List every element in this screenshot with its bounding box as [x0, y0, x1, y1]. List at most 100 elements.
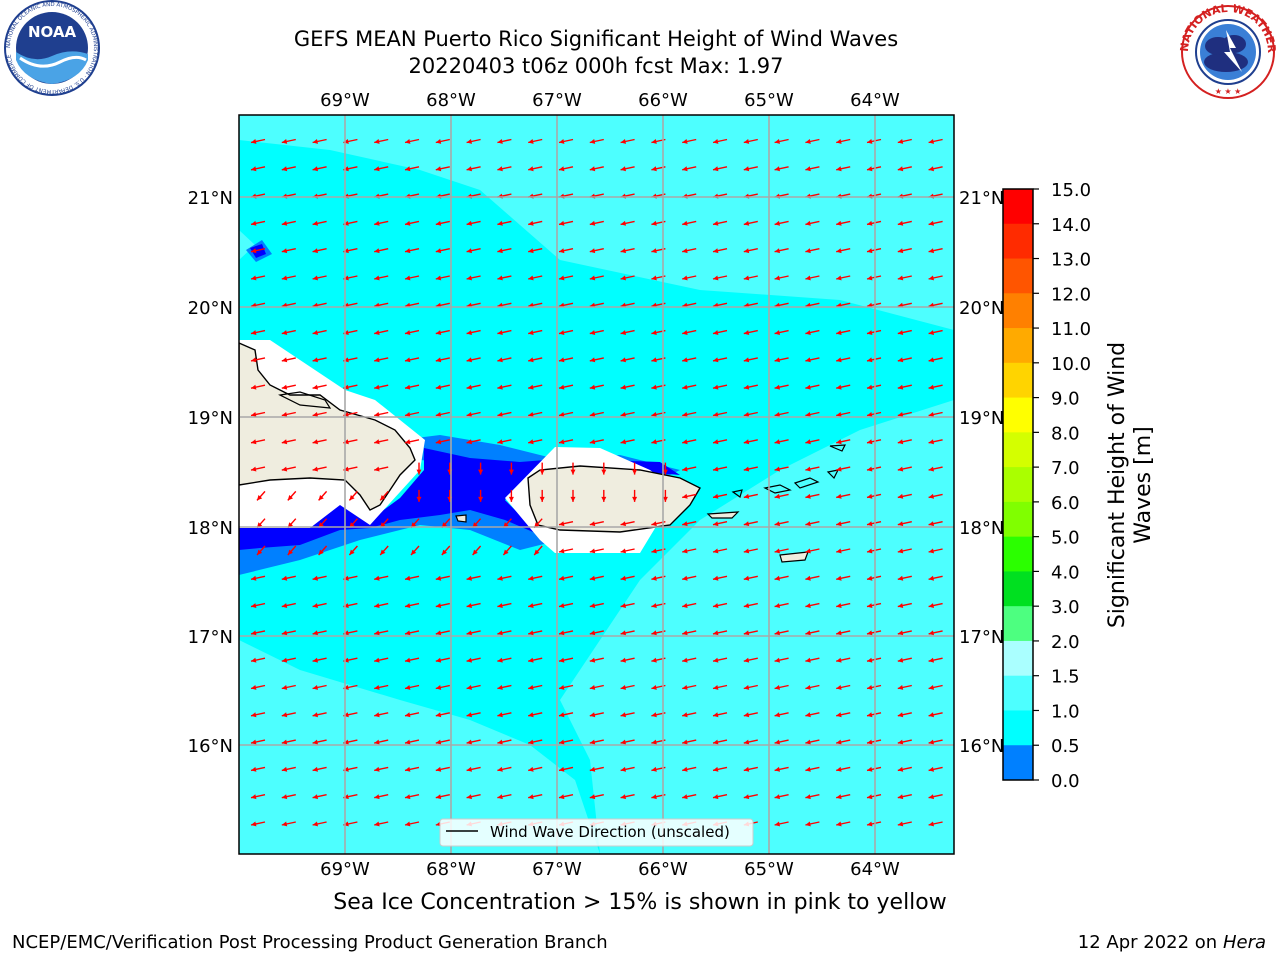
wind-arrow	[805, 684, 820, 690]
wind-arrow	[281, 630, 296, 636]
wind-arrow	[866, 220, 882, 226]
wind-arrow	[928, 357, 943, 363]
wind-arrow	[897, 248, 912, 254]
wind-arrow	[374, 248, 389, 254]
wind-arrow	[466, 384, 481, 390]
wind-arrow	[620, 657, 635, 663]
wind-arrow	[682, 220, 697, 226]
legend-label: Wind Wave Direction (unscaled)	[490, 823, 730, 841]
wind-arrow	[682, 521, 697, 527]
wind-arrow	[281, 220, 296, 226]
wind-arrow	[743, 794, 758, 800]
wind-arrow	[928, 548, 943, 554]
wind-arrow	[897, 766, 912, 772]
wind-arrow	[836, 684, 851, 690]
wind-arrow	[379, 490, 389, 501]
map-legend: Wind Wave Direction (unscaled)	[439, 818, 754, 847]
wind-arrow	[632, 489, 638, 502]
lon-label-bottom: 69°W	[320, 859, 370, 880]
wind-arrow	[712, 521, 728, 527]
wind-arrow	[774, 357, 789, 363]
wind-arrow	[682, 575, 697, 581]
wind-arrow	[836, 275, 851, 281]
wind-arrow	[805, 794, 820, 800]
wind-arrow	[250, 739, 266, 745]
wind-arrow	[866, 548, 882, 554]
wind-arrow	[928, 739, 943, 745]
wind-arrow	[287, 490, 297, 501]
wind-arrow	[374, 466, 389, 472]
lon-label-top: 65°W	[744, 90, 794, 111]
wind-arrow	[774, 521, 789, 527]
land-hispaniola	[239, 342, 416, 511]
wind-arrow	[281, 138, 296, 144]
wind-arrow	[374, 166, 389, 172]
wind-arrow	[866, 657, 882, 663]
wind-arrow	[250, 684, 266, 690]
colorbar-tick-label: 12.0	[1051, 284, 1091, 305]
wind-arrow	[743, 166, 758, 172]
colorbar-tick-label: 14.0	[1051, 215, 1091, 236]
wind-arrow	[743, 357, 758, 363]
wind-arrow	[312, 739, 327, 745]
wind-arrow	[508, 462, 514, 475]
wind-arrow	[312, 220, 327, 226]
wind-arrow	[712, 329, 728, 335]
wind-arrow	[897, 821, 912, 827]
wind-arrow	[312, 821, 327, 827]
wind-arrow	[404, 384, 420, 390]
wind-arrow	[478, 462, 484, 475]
colorbar-segment	[1003, 467, 1033, 503]
wind-arrow	[866, 821, 882, 827]
wind-arrow	[281, 275, 296, 281]
wind-arrow	[866, 766, 882, 772]
wind-arrow	[682, 466, 697, 472]
wind-arrow	[774, 548, 789, 554]
wind-arrow	[466, 766, 481, 772]
colorbar-segment	[1003, 432, 1033, 468]
wind-arrow	[682, 357, 697, 363]
wind-arrow	[312, 166, 327, 172]
wind-arrow	[928, 794, 943, 800]
wind-arrow	[312, 794, 327, 800]
wind-arrow	[682, 630, 697, 636]
wind-arrow	[589, 384, 604, 390]
wind-arrow	[712, 657, 728, 663]
noaa-logo: NOAA NATIONAL OCEANIC AND ATMOSPHERIC AD…	[4, 0, 100, 96]
colorbar-tick-label: 7.0	[1051, 458, 1080, 479]
wind-arrow	[836, 575, 851, 581]
wind-arrow	[774, 575, 789, 581]
wind-arrow	[466, 411, 481, 417]
wind-arrow	[743, 602, 758, 608]
wind-arrow	[435, 575, 450, 581]
wind-arrow	[743, 630, 758, 636]
wind-arrow	[928, 411, 943, 417]
wind-arrow	[836, 548, 851, 554]
wind-arrow	[472, 545, 482, 556]
wind-arrow	[435, 602, 450, 608]
wind-arrow	[466, 248, 481, 254]
wind-arrow	[928, 602, 943, 608]
wind-arrow	[250, 220, 266, 226]
wind-arrow	[682, 493, 697, 499]
wind-arrow	[435, 329, 450, 335]
wind-arrow	[558, 166, 574, 172]
wind-arrow	[528, 684, 543, 690]
wind-arrow	[312, 248, 327, 254]
wind-arrow	[805, 602, 820, 608]
wind-arrow	[928, 275, 943, 281]
wind-arrow	[805, 248, 820, 254]
colorbar-segment	[1003, 571, 1033, 607]
wind-arrow	[712, 766, 728, 772]
wind-arrow	[558, 521, 574, 527]
wind-arrow	[712, 466, 728, 472]
wind-arrow	[836, 521, 851, 527]
wind-arrow	[866, 794, 882, 800]
wind-arrow	[589, 138, 604, 144]
wind-arrow	[348, 490, 358, 501]
wind-arrow	[620, 220, 635, 226]
wind-arrow	[743, 657, 758, 663]
wind-arrow	[743, 275, 758, 281]
wind-arrow	[866, 357, 882, 363]
lat-label-right: 16°N	[959, 736, 1004, 757]
